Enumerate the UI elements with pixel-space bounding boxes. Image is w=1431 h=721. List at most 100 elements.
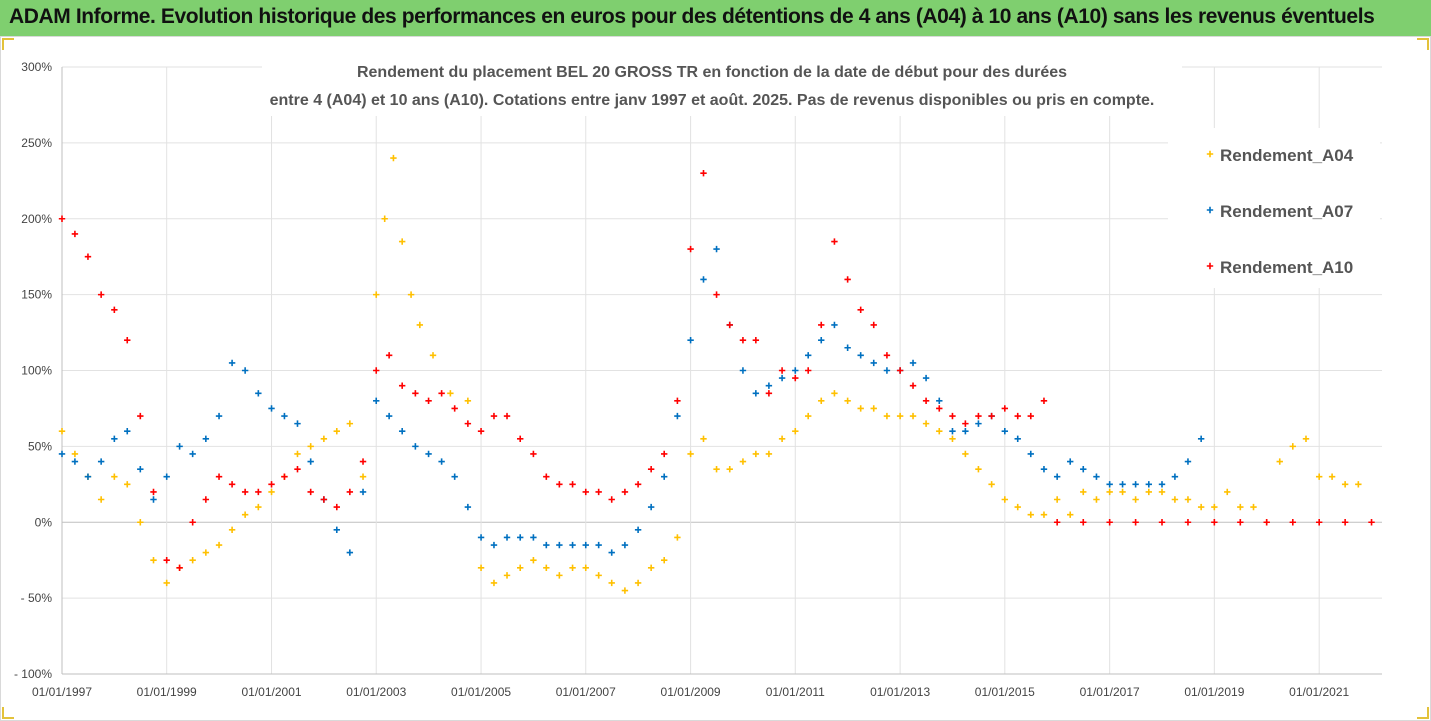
data-point: [1224, 488, 1231, 496]
data-point: [294, 420, 301, 427]
data-point: [936, 405, 943, 412]
data-point: [381, 215, 388, 222]
data-point: [792, 374, 799, 382]
data-point: [58, 450, 66, 458]
data-point: [202, 549, 210, 556]
data-point: [569, 564, 576, 571]
x-tick-label: 01/01/2005: [451, 685, 511, 699]
data-point: [307, 443, 314, 450]
data-point: [150, 488, 157, 496]
legend-box: [1168, 128, 1380, 288]
legend-label: Rendement_A04: [1220, 146, 1354, 165]
data-point: [530, 534, 537, 541]
x-tick-label: 01/01/1997: [32, 685, 92, 699]
data-point: [975, 420, 982, 427]
data-point: [228, 481, 236, 488]
data-point: [517, 564, 524, 571]
data-point: [792, 367, 799, 374]
data-point: [752, 336, 760, 344]
data-point: [255, 503, 262, 511]
data-point: [189, 450, 196, 458]
legend-marker: [1206, 150, 1214, 158]
data-point: [949, 428, 956, 435]
data-point: [621, 488, 629, 496]
data-point: [1250, 503, 1257, 511]
data-point: [346, 549, 354, 556]
data-point: [687, 245, 694, 253]
data-point: [804, 367, 812, 374]
data-point: [1289, 443, 1296, 450]
data-point: [922, 374, 930, 382]
data-point: [84, 253, 92, 260]
data-point: [373, 397, 380, 405]
data-point: [1040, 511, 1048, 518]
data-point: [425, 450, 432, 458]
data-point: [883, 412, 891, 420]
series-Rendement_A04: [58, 154, 1362, 594]
data-point: [71, 450, 79, 458]
data-point: [333, 503, 340, 511]
data-point: [517, 435, 524, 442]
data-point: [1067, 458, 1074, 465]
data-point: [1302, 435, 1310, 442]
legend-label: Rendement_A10: [1220, 258, 1353, 277]
data-point: [949, 435, 956, 442]
data-points: [58, 154, 1375, 594]
data-point: [700, 276, 707, 283]
data-point: [883, 352, 891, 359]
data-point: [975, 412, 982, 420]
data-point: [831, 390, 838, 397]
data-point: [1145, 488, 1153, 496]
data-point: [215, 412, 223, 420]
data-point: [490, 541, 498, 549]
data-point: [949, 412, 956, 420]
data-point: [1093, 473, 1100, 480]
data-point: [621, 587, 629, 594]
data-point: [1184, 519, 1192, 526]
data-point: [359, 488, 367, 496]
data-point: [569, 481, 576, 488]
data-point: [398, 382, 406, 389]
data-point: [988, 481, 995, 488]
data-point: [255, 390, 262, 397]
data-point: [909, 412, 917, 420]
y-tick-label: 50%: [28, 439, 52, 453]
data-point: [582, 488, 589, 496]
data-point: [582, 564, 589, 571]
data-point: [1080, 488, 1087, 496]
data-point: [582, 541, 589, 549]
data-point: [255, 488, 262, 496]
data-point: [58, 428, 66, 435]
data-point: [1132, 496, 1139, 503]
data-point: [215, 541, 223, 549]
y-tick-label: 200%: [21, 212, 52, 226]
data-point: [1184, 458, 1192, 465]
data-point: [1080, 519, 1087, 526]
x-tick-label: 01/01/2021: [1289, 685, 1349, 699]
data-point: [857, 405, 864, 412]
data-point: [818, 321, 825, 329]
data-point: [1119, 481, 1126, 488]
data-point: [778, 435, 786, 442]
data-point: [661, 556, 668, 564]
data-point: [228, 526, 236, 534]
data-point: [373, 367, 380, 374]
data-point: [1027, 511, 1034, 518]
data-point: [1276, 458, 1283, 465]
data-point: [228, 359, 236, 367]
data-point: [569, 541, 576, 549]
data-point: [792, 428, 799, 435]
x-tick-label: 01/01/1999: [137, 685, 197, 699]
data-point: [778, 367, 786, 374]
data-point: [1132, 481, 1139, 488]
data-point: [543, 473, 550, 480]
data-point: [407, 291, 415, 298]
data-point: [608, 496, 615, 503]
data-point: [896, 367, 904, 374]
data-point: [556, 572, 563, 579]
data-point: [1014, 503, 1021, 511]
data-point: [818, 336, 825, 344]
data-point: [804, 412, 812, 420]
data-point: [447, 390, 454, 397]
data-point: [359, 458, 367, 465]
